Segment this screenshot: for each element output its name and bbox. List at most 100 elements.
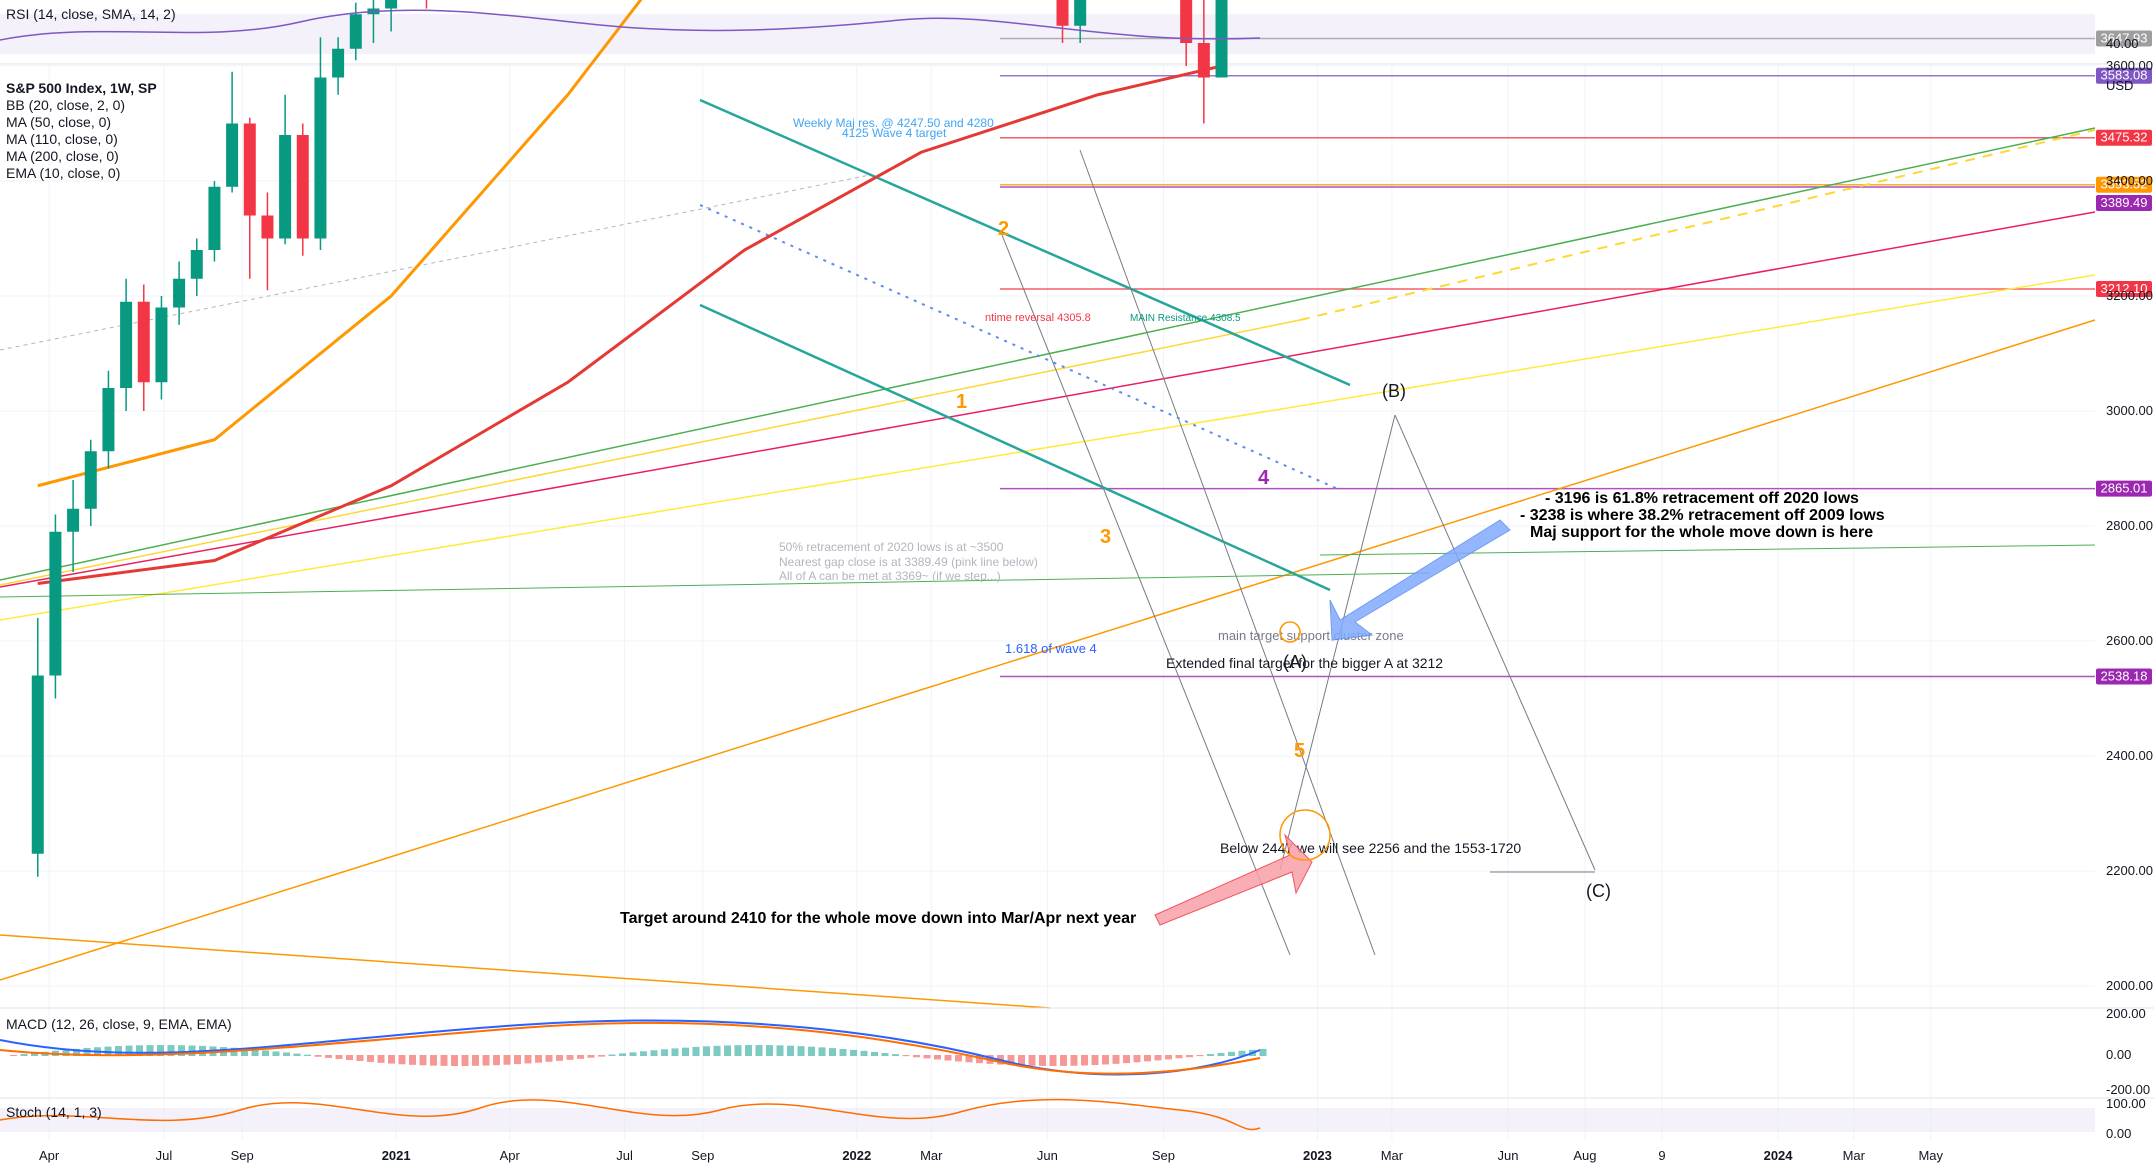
candle-body [385, 0, 398, 9]
macd-histogram-bar [1228, 1051, 1235, 1056]
macd-histogram-bar [913, 1055, 920, 1058]
candle-body [120, 301, 133, 388]
candles [31, 0, 1228, 877]
macd-histogram-bar [535, 1055, 542, 1063]
price-levels: 4301.344283.734283.734228.364110.423752.… [1000, 30, 2152, 685]
x-tick-label: 2023 [1303, 1148, 1332, 1163]
macd-histogram-bar [839, 1048, 847, 1056]
trendline [1079, 149, 1376, 956]
candle-body [279, 135, 292, 239]
x-tick-label: Mar [920, 1148, 943, 1163]
price-level-value: 2865.01 [2101, 481, 2148, 496]
macd-histogram-bar [367, 1055, 374, 1062]
stoch-d-line [0, 1098, 1261, 1131]
x-tick-label: Jul [616, 1148, 633, 1163]
macd-histogram-bar [955, 1055, 962, 1062]
macd-histogram-bar [1144, 1055, 1151, 1062]
x-tick-label: Mar [1843, 1148, 1866, 1163]
macd-histogram-bar [167, 1045, 175, 1056]
macd-histogram-bar [640, 1051, 647, 1056]
legend-ma200[interactable]: MA (200, close, 0) [6, 148, 119, 164]
stoch-pane: 100.00 0.00 [0, 1096, 2146, 1141]
wave-label: 2 [998, 218, 1009, 240]
annotation-text: - 3238 is where 38.2% retracement off 20… [1520, 507, 1885, 524]
candle-body [102, 388, 115, 452]
macd-histogram-bar [125, 1045, 133, 1056]
macd-histogram-bar [766, 1045, 773, 1056]
macd-histogram-bar [482, 1055, 490, 1066]
candle-body [49, 531, 62, 676]
macd-histogram-bar [1175, 1055, 1183, 1059]
candle-body [155, 307, 168, 383]
macd-histogram-bar [346, 1055, 353, 1061]
macd-histogram-bar [503, 1055, 511, 1065]
currency-label: USD [2106, 78, 2133, 93]
price-level-value: 3212.10 [2101, 281, 2148, 296]
macd-histogram-bar [1049, 1055, 1057, 1066]
macd-pane: 200.00 0.00 -200.00 [0, 1006, 2150, 1097]
macd-histogram-bar [1091, 1055, 1099, 1066]
candle-body [1197, 43, 1210, 78]
macd-label: MACD (12, 26, close, 9, EMA, EMA) [6, 1016, 232, 1032]
wave-label: 3 [1100, 526, 1111, 548]
macd-histogram-bar [524, 1055, 532, 1064]
y-tick-label: 3200.00 [2106, 288, 2153, 303]
x-tick-label: 2021 [382, 1148, 411, 1163]
symbol-title[interactable]: S&P 500 Index, 1W, SP [6, 80, 157, 96]
time-axis: Apr Jul Sep 2021 Apr Jul Sep 2022 Mar Jun Sep 2023 M… [39, 1148, 1944, 1163]
x-tick-label: Jun [1498, 1148, 1519, 1163]
macd-histogram-bar [430, 1055, 437, 1066]
stoch-tick-label: 0.00 [2106, 1126, 2131, 1141]
candle-body [226, 123, 239, 187]
price-level-badge [2096, 67, 2152, 84]
candle-body [137, 301, 150, 383]
stoch-band [0, 1108, 2095, 1132]
legend-ema10[interactable]: EMA (10, close, 0) [6, 165, 121, 181]
macd-histogram-bar [1060, 1055, 1067, 1066]
price-level-badge [2096, 480, 2152, 497]
macd-histogram-bar [251, 1049, 259, 1056]
legend-ma50[interactable]: MA (50, close, 0) [6, 114, 112, 130]
price-level-badge [2096, 195, 2152, 212]
macd-histogram-bar [787, 1045, 794, 1056]
macd-tick-label: 0.00 [2106, 1047, 2131, 1062]
macd-histogram-bar [1018, 1055, 1025, 1066]
y-tick-label: 3600.00 [2106, 58, 2153, 73]
macd-histogram-bar [556, 1055, 563, 1061]
annotation-text: Weekly Maj res. @ 4247.50 and 4280 [793, 116, 994, 130]
legend-ma110[interactable]: MA (110, close, 0) [6, 131, 118, 147]
candle-body [1180, 0, 1193, 43]
annotation-text: ntime reversal 4305.8 [985, 312, 1091, 324]
macd-histogram-bar [493, 1055, 500, 1066]
annotation-text: Nearest gap close is at 3389.49 (pink li… [779, 555, 1038, 569]
macd-histogram-bar [514, 1055, 521, 1065]
price-level-badge [2096, 668, 2152, 685]
y-tick-label: 2000.00 [2106, 978, 2153, 993]
legend-bb[interactable]: BB (20, close, 2, 0) [6, 97, 126, 113]
x-tick-label: 9 [1658, 1148, 1665, 1163]
blue-arrow [1329, 519, 1511, 641]
target-circle [1279, 809, 1331, 861]
macd-histogram-bar [262, 1050, 269, 1056]
wave-label: (B) [1382, 381, 1406, 401]
moving-averages [37, 0, 1222, 585]
trendline [0, 934, 1051, 1009]
trendline [0, 319, 2096, 981]
rsi-band [0, 14, 2095, 54]
wave-label: 4 [1258, 467, 1270, 489]
macd-histogram-bar [440, 1055, 448, 1066]
trendline [0, 274, 2096, 621]
macd-histogram-bar [713, 1045, 721, 1056]
macd-histogram-bar [1259, 1048, 1267, 1056]
annotation-text: Target around 2410 for the whole move do… [620, 910, 1136, 927]
macd-histogram-bar [934, 1055, 941, 1060]
macd-histogram-bar [419, 1055, 427, 1066]
macd-histogram-bar [755, 1045, 763, 1056]
macd-histogram-bar [451, 1055, 458, 1066]
macd-histogram-bar [703, 1046, 710, 1056]
x-tick-label: 2024 [1764, 1148, 1794, 1163]
macd-histogram-bar [178, 1045, 185, 1056]
price-level-value: 3393.52 [2101, 177, 2148, 192]
trendline [1319, 544, 2096, 556]
candle-body [84, 451, 97, 509]
